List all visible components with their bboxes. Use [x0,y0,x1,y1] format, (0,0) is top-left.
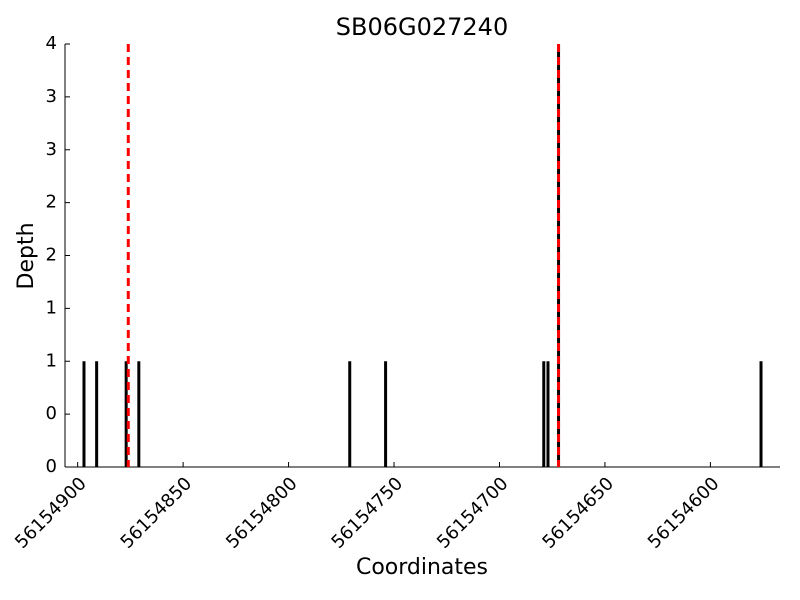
x-tick-label: 56154850 [117,473,197,553]
bar [95,361,99,467]
bar [137,361,141,467]
y-tick-label: 0 [46,456,57,477]
bar [348,361,352,467]
y-tick-label: 2 [46,192,57,213]
x-tick-label: 56154750 [327,473,407,553]
x-tick-label: 56154700 [433,473,513,553]
x-tick-label: 56154800 [222,473,302,553]
bar [542,361,546,467]
x-tick-label: 56154600 [644,473,724,553]
bar [384,361,388,467]
bar [546,361,550,467]
bar [124,361,128,467]
x-axis-label: Coordinates [356,555,488,580]
y-tick-label: 2 [46,245,57,266]
x-tick-label: 56154650 [538,473,618,553]
y-tick-label: 3 [46,86,57,107]
y-tick-label: 0 [46,403,57,424]
y-axis-label: Depth [14,222,39,289]
bar [759,361,763,467]
x-tick-label: 56154900 [11,473,91,553]
chart-title: SB06G027240 [336,13,508,41]
bar [82,361,86,467]
y-tick-label: 3 [46,139,57,160]
y-tick-label: 4 [46,33,57,54]
y-tick-label: 1 [46,350,57,371]
y-tick-label: 1 [46,297,57,318]
